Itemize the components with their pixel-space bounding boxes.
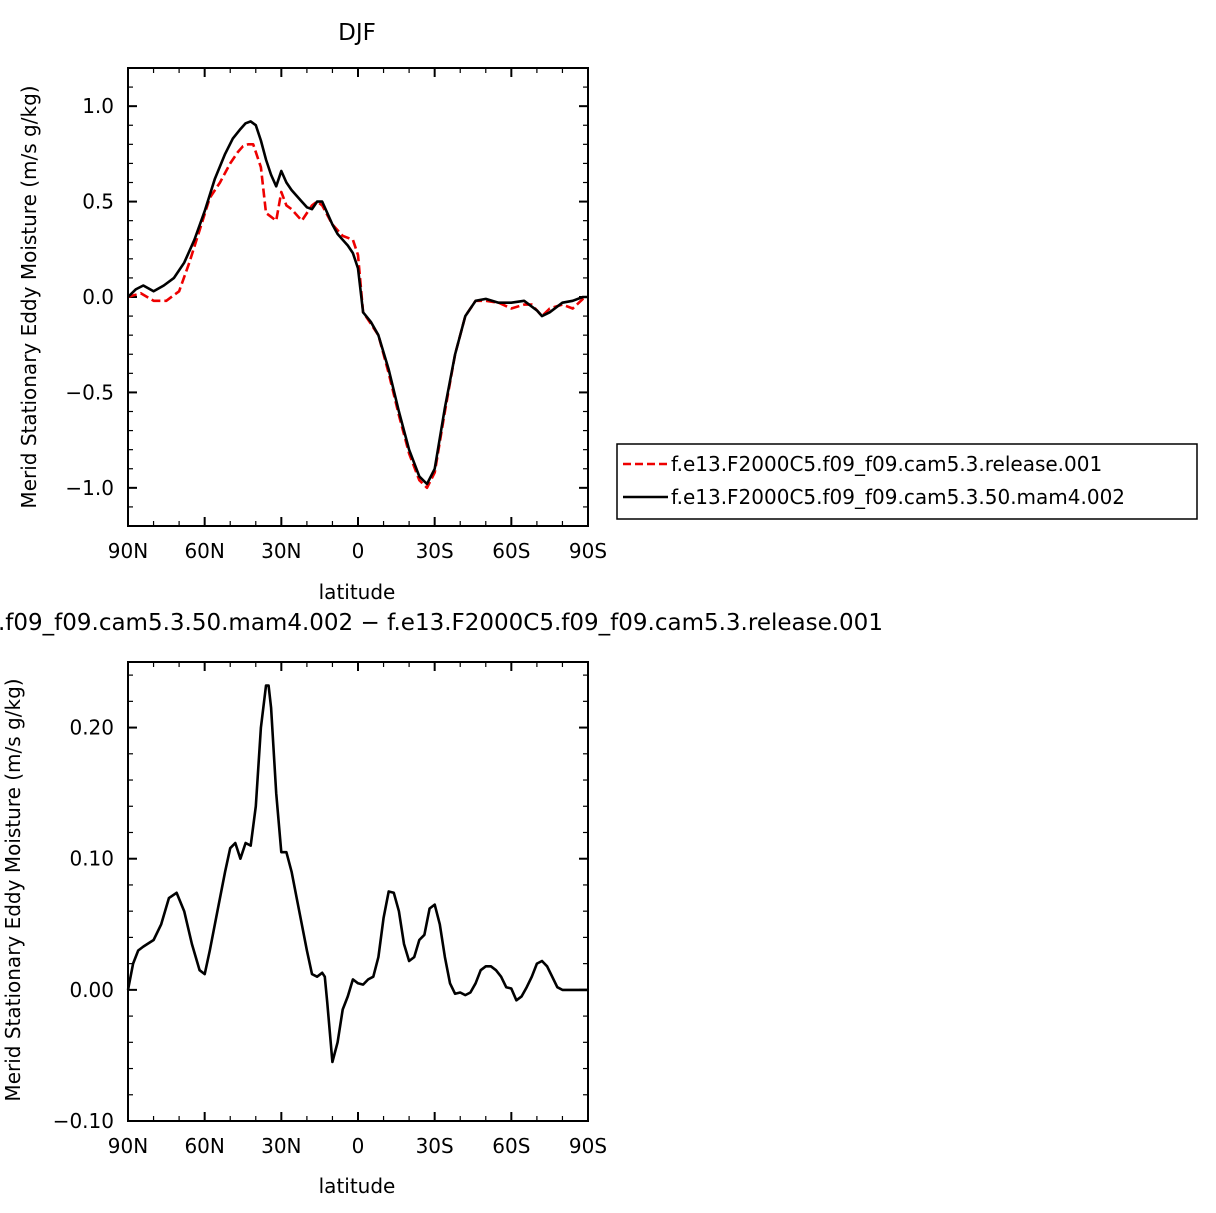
top-series-line-1 xyxy=(127,120,588,486)
top-x-tick-label: 0 xyxy=(352,539,365,563)
bottom-y-tick-label: −0.10 xyxy=(53,1109,114,1133)
bottom-x-tick-label: 0 xyxy=(352,1134,365,1158)
top-y-tick-label: −1.0 xyxy=(65,476,114,500)
bottom-y-tick-label: 0.00 xyxy=(69,978,114,1002)
legend-label-mam4: f.e13.F2000C5.f09_f09.cam5.3.50.mam4.002 xyxy=(671,485,1125,509)
top-plot-frame xyxy=(127,67,589,527)
top-y-tick-label: 0.5 xyxy=(82,190,114,214)
panel-bottom: f.e13.F2000C5.f09_f09.cam5.3.50.mam4.002… xyxy=(0,610,883,1198)
top-series-group xyxy=(127,120,589,490)
bottom-ticks xyxy=(127,662,589,1122)
bottom-x-tick-label: 60N xyxy=(184,1134,224,1158)
bottom-x-tick-label: 60S xyxy=(492,1134,530,1158)
top-x-tick-labels: 90N 60N 30N 0 30S 60S 90S xyxy=(108,539,607,563)
top-y-tick-labels: −1.0 −0.5 0.0 0.5 1.0 xyxy=(65,94,114,500)
bottom-x-tick-label: 90S xyxy=(569,1134,607,1158)
top-title: DJF xyxy=(338,20,376,46)
bottom-x-axis-label: latitude xyxy=(319,1174,396,1198)
top-y-tick-label: 1.0 xyxy=(82,94,114,118)
top-x-tick-label: 90N xyxy=(108,539,148,563)
top-ticks xyxy=(127,67,589,527)
top-x-tick-label: 60S xyxy=(492,539,530,563)
bottom-series-line-0 xyxy=(126,684,588,1064)
top-y-tick-label: 0.0 xyxy=(82,285,114,309)
bottom-x-tick-label: 90N xyxy=(108,1134,148,1158)
top-y-axis-label: Merid Stationary Eddy Moisture (m/s g/kg… xyxy=(17,85,41,508)
legend: f.e13.F2000C5.f09_f09.cam5.3.release.001… xyxy=(616,443,1198,520)
bottom-y-tick-label: 0.10 xyxy=(69,847,114,871)
panel-top: DJF Merid Stationary Eddy Moisture (m/s … xyxy=(17,20,607,604)
legend-label-release: f.e13.F2000C5.f09_f09.cam5.3.release.001 xyxy=(671,452,1102,476)
top-x-tick-label: 30S xyxy=(416,539,454,563)
top-x-tick-label: 30N xyxy=(261,539,301,563)
top-x-axis-label: latitude xyxy=(319,580,396,604)
bottom-y-axis-label: Merid Stationary Eddy Moisture (m/s g/kg… xyxy=(1,678,25,1101)
bottom-x-tick-label: 30S xyxy=(416,1134,454,1158)
top-x-tick-label: 90S xyxy=(569,539,607,563)
bottom-y-tick-label: 0.20 xyxy=(69,716,114,740)
top-x-tick-label: 60N xyxy=(184,539,224,563)
bottom-plot-frame xyxy=(127,661,589,1122)
bottom-series-group xyxy=(126,684,588,1064)
top-y-tick-label: −0.5 xyxy=(65,380,114,404)
bottom-x-tick-labels: 90N 60N 30N 0 30S 60S 90S xyxy=(108,1134,607,1158)
bottom-y-tick-labels: −0.10 0.00 0.10 0.20 xyxy=(53,716,114,1133)
legend-box xyxy=(616,443,1198,520)
top-series-line-0 xyxy=(127,143,589,490)
bottom-x-tick-label: 30N xyxy=(261,1134,301,1158)
bottom-title: f.e13.F2000C5.f09_f09.cam5.3.50.mam4.002… xyxy=(0,610,883,636)
